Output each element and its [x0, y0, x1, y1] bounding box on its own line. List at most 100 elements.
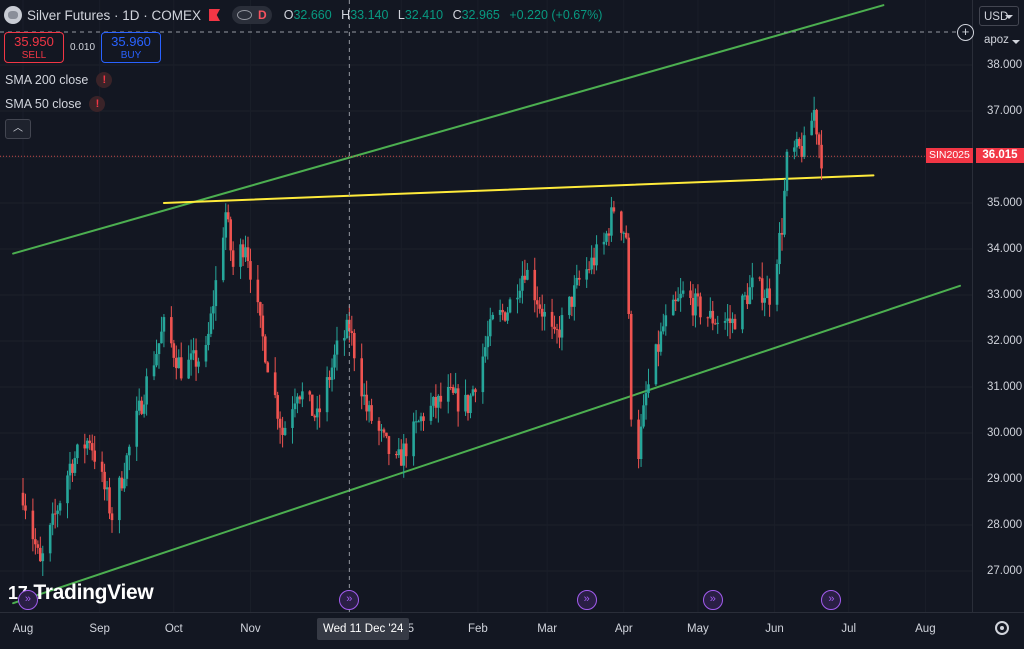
candle-body	[612, 207, 616, 212]
candle-body	[664, 315, 668, 327]
time-axis[interactable]: AugJulJunMayAprMarFeb2025NovOctSepAug We…	[0, 612, 1024, 649]
candle-body	[763, 298, 766, 303]
candle-body	[723, 320, 727, 323]
candle-body	[654, 344, 658, 385]
candle-body	[100, 461, 104, 472]
candle-body	[301, 391, 304, 400]
crosshair-layer	[0, 0, 972, 612]
time-tick-label: Aug	[915, 623, 936, 635]
candle-body	[387, 436, 391, 454]
current-price-tag: 36.015	[976, 148, 1024, 163]
event-marker-icon[interactable]: »	[702, 590, 723, 610]
candle-body	[197, 361, 200, 367]
candle-body	[281, 427, 284, 435]
candle-body	[501, 309, 504, 313]
price-axis[interactable]: 38.00037.00036.00035.00034.00033.00032.0…	[972, 0, 1024, 612]
settings-gear-icon[interactable]	[995, 621, 1009, 635]
price-tick-label: 33.000	[987, 289, 1023, 301]
price-tick-label: 27.000	[987, 565, 1023, 577]
symbol-title[interactable]: Silver Futures · 1D · COMEX	[27, 7, 202, 23]
event-marker-icon[interactable]: »	[339, 590, 360, 610]
event-marker-icon[interactable]: »	[17, 590, 38, 610]
candle-body	[577, 277, 581, 280]
candle-body	[335, 340, 339, 355]
sell-button[interactable]: 35.950 SELL	[4, 32, 64, 63]
candle-body	[758, 277, 762, 279]
candle-body	[439, 395, 443, 402]
candle-body	[619, 211, 623, 233]
candle-body	[241, 244, 245, 258]
candle-body	[783, 190, 786, 235]
event-marker-icon[interactable]: »	[821, 590, 842, 610]
flag-icon[interactable]	[209, 9, 221, 21]
candle-body	[155, 354, 158, 366]
currency-select[interactable]: USD	[979, 6, 1019, 26]
candle-body	[802, 135, 806, 157]
hover-date-label: Wed 11 Dec '24	[317, 618, 410, 640]
candle-body	[135, 410, 139, 447]
candle-body	[419, 416, 423, 422]
candle-body	[748, 287, 752, 305]
price-tick-label: 37.000	[987, 105, 1023, 117]
candle-body	[454, 388, 457, 393]
time-tick-label: Aug	[12, 623, 34, 635]
candle-body	[639, 426, 643, 459]
candle-body	[464, 394, 467, 412]
candle-body	[540, 308, 544, 317]
warning-icon[interactable]: !	[96, 72, 113, 88]
candle-body	[53, 513, 57, 515]
indicator-label: SMA 50 close	[5, 97, 82, 111]
add-alert-plus-icon[interactable]: +	[957, 24, 974, 41]
candle-body	[108, 487, 111, 514]
candle-body	[560, 315, 564, 338]
candle-body	[172, 343, 176, 358]
candle-body	[741, 295, 744, 330]
candle-body	[585, 269, 588, 280]
price-chart[interactable]	[0, 0, 972, 612]
candle-body	[142, 404, 146, 414]
candle-body	[350, 331, 354, 334]
candle-body	[775, 264, 779, 305]
indicator-sma50[interactable]: SMA 50 close !	[5, 96, 106, 112]
candle-body	[31, 510, 35, 540]
candle-body	[521, 275, 524, 291]
candle-body	[51, 513, 54, 525]
candle-body	[145, 376, 148, 405]
candle-body	[221, 237, 225, 281]
warning-icon[interactable]: !	[89, 96, 106, 112]
candle-body	[694, 293, 697, 316]
candle-body	[68, 463, 72, 476]
candle-body	[224, 212, 228, 238]
candle-body	[414, 421, 418, 423]
scale-mode-select[interactable]: apoz	[984, 34, 1020, 46]
candle-body	[676, 298, 680, 302]
candle-body	[812, 109, 816, 121]
candle-body	[728, 318, 732, 324]
candle-body	[558, 329, 561, 338]
candle-body	[273, 372, 277, 396]
candle-body	[293, 403, 297, 410]
resistance-trendline	[162, 174, 875, 204]
candle-body	[93, 450, 96, 462]
indicator-sma200[interactable]: SMA 200 close !	[5, 72, 113, 88]
candle-body	[352, 333, 356, 359]
candle-body	[83, 444, 87, 449]
chart-header: Silver Futures · 1D · COMEX D O32.660 H3…	[0, 0, 608, 30]
buy-button[interactable]: 35.960 BUY	[101, 32, 162, 63]
candle-body	[207, 333, 210, 346]
event-marker-icon[interactable]: »	[576, 590, 597, 610]
candle-body	[471, 389, 475, 396]
candle-body	[209, 313, 213, 334]
candle-body	[568, 296, 571, 316]
candle-body	[516, 297, 519, 300]
candle-body	[399, 449, 403, 466]
candle-body	[671, 299, 675, 316]
candle-body	[637, 419, 640, 459]
candle-body	[152, 365, 156, 377]
visibility-toggle[interactable]: D	[232, 6, 272, 24]
collapse-legend-button[interactable]: ︿	[5, 119, 31, 139]
candle-body	[570, 296, 574, 307]
candle-body	[103, 471, 106, 490]
candle-body	[404, 443, 408, 457]
candle-body	[41, 553, 45, 562]
